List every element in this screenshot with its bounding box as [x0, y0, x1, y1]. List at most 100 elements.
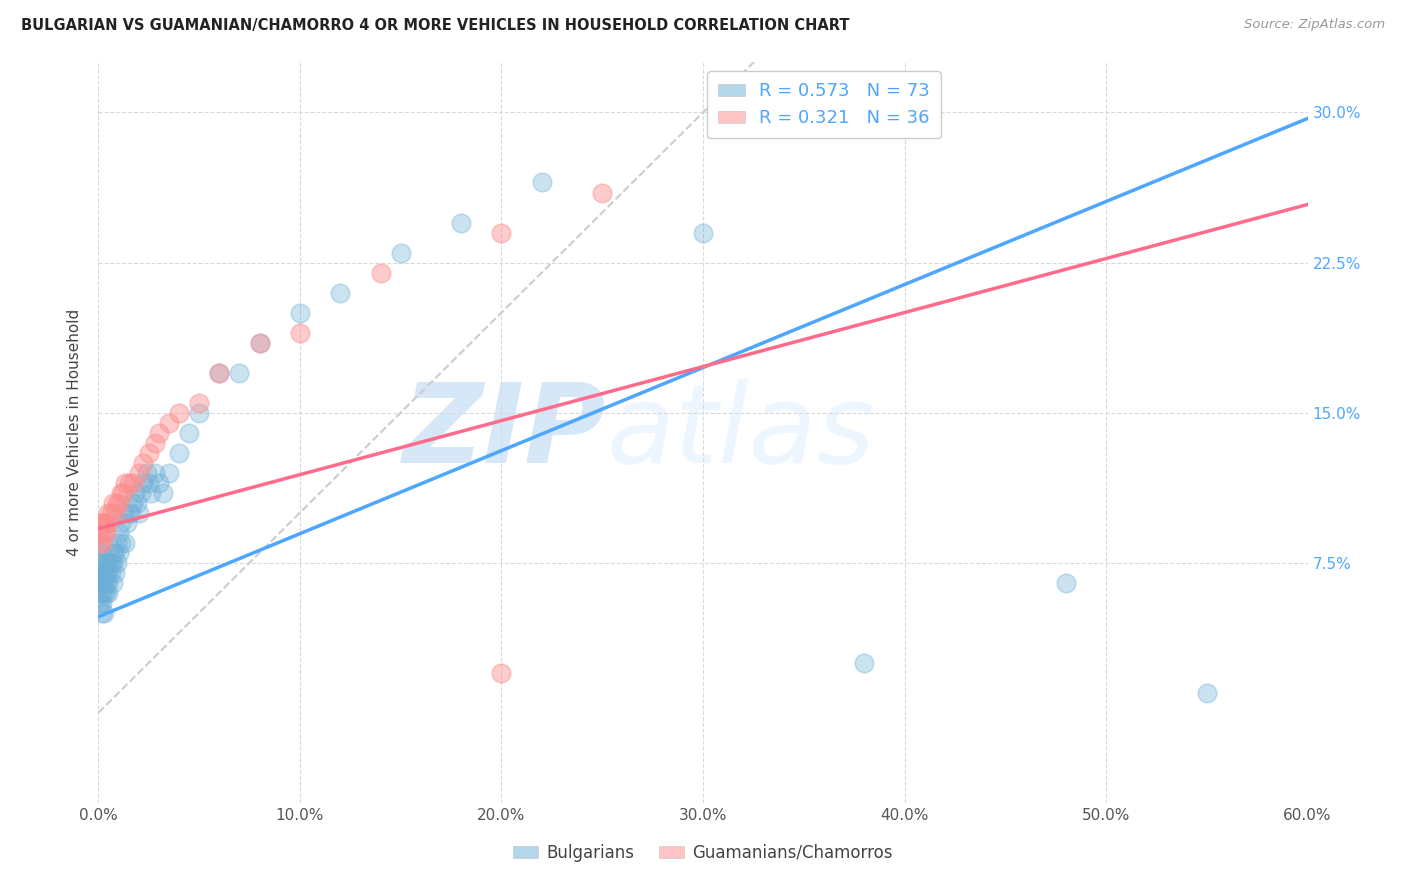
Point	[89, 556, 111, 570]
Point	[91, 566, 114, 580]
Point	[105, 496, 128, 510]
Point	[491, 226, 513, 240]
Point	[152, 485, 174, 500]
Point	[89, 516, 111, 530]
Point	[188, 395, 211, 409]
Point	[103, 546, 125, 560]
Point	[93, 556, 115, 570]
Point	[288, 326, 311, 340]
Point	[148, 425, 170, 440]
Point	[1054, 575, 1077, 590]
Point	[97, 556, 120, 570]
Legend: Bulgarians, Guamanians/Chamorros: Bulgarians, Guamanians/Chamorros	[506, 838, 900, 869]
Text: atlas: atlas	[606, 379, 875, 486]
Point	[110, 485, 132, 500]
Point	[100, 566, 122, 580]
Point	[97, 585, 120, 599]
Point	[89, 585, 111, 599]
Point	[89, 596, 111, 610]
Point	[93, 585, 115, 599]
Point	[103, 506, 125, 520]
Point	[96, 566, 118, 580]
Point	[208, 366, 231, 380]
Point	[96, 585, 118, 599]
Point	[132, 475, 155, 490]
Point	[114, 475, 136, 490]
Point	[208, 366, 231, 380]
Point	[93, 566, 115, 580]
Y-axis label: 4 or more Vehicles in Household: 4 or more Vehicles in Household	[67, 309, 83, 557]
Point	[110, 516, 132, 530]
Point	[135, 466, 157, 480]
Point	[89, 525, 111, 540]
Point	[120, 506, 142, 520]
Point	[97, 566, 120, 580]
Point	[89, 525, 111, 540]
Point	[530, 176, 553, 190]
Point	[105, 535, 128, 549]
Point	[97, 516, 120, 530]
Point	[115, 516, 138, 530]
Point	[188, 406, 211, 420]
Point	[101, 556, 124, 570]
Point	[96, 575, 118, 590]
Point	[157, 416, 180, 430]
Point	[101, 546, 124, 560]
Point	[249, 335, 271, 350]
Point	[100, 556, 122, 570]
Text: Source: ZipAtlas.com: Source: ZipAtlas.com	[1244, 18, 1385, 31]
Point	[91, 535, 114, 549]
Point	[114, 535, 136, 549]
Point	[179, 425, 201, 440]
Point	[111, 506, 134, 520]
Point	[138, 445, 160, 459]
Point	[91, 596, 114, 610]
Point	[450, 215, 472, 229]
Point	[107, 496, 129, 510]
Point	[591, 186, 613, 200]
Point	[107, 546, 129, 560]
Point	[91, 546, 114, 560]
Point	[97, 575, 120, 590]
Point	[97, 506, 120, 520]
Point	[91, 516, 114, 530]
Point	[101, 575, 124, 590]
Point	[93, 525, 115, 540]
Point	[91, 556, 114, 570]
Text: ZIP: ZIP	[402, 379, 606, 486]
Point	[167, 406, 190, 420]
Point	[91, 575, 114, 590]
Point	[1195, 686, 1218, 700]
Point	[121, 475, 143, 490]
Point	[91, 585, 114, 599]
Point	[132, 456, 155, 470]
Point	[103, 566, 125, 580]
Point	[89, 535, 111, 549]
Point	[249, 335, 271, 350]
Point	[139, 485, 162, 500]
Point	[91, 606, 114, 620]
Point	[93, 606, 115, 620]
Point	[370, 266, 392, 280]
Point	[111, 485, 134, 500]
Point	[89, 546, 111, 560]
Point	[100, 506, 122, 520]
Point	[105, 556, 128, 570]
Point	[93, 575, 115, 590]
Point	[121, 496, 143, 510]
Point	[89, 566, 111, 580]
Point	[129, 485, 152, 500]
Point	[110, 535, 132, 549]
Point	[288, 305, 311, 319]
Text: BULGARIAN VS GUAMANIAN/CHAMORRO 4 OR MORE VEHICLES IN HOUSEHOLD CORRELATION CHAR: BULGARIAN VS GUAMANIAN/CHAMORRO 4 OR MOR…	[21, 18, 849, 33]
Point	[128, 466, 150, 480]
Point	[491, 665, 513, 680]
Point	[138, 475, 160, 490]
Point	[118, 506, 141, 520]
Point	[692, 226, 714, 240]
Point	[96, 525, 118, 540]
Point	[853, 656, 876, 670]
Point	[128, 506, 150, 520]
Point	[89, 575, 111, 590]
Point	[167, 445, 190, 459]
